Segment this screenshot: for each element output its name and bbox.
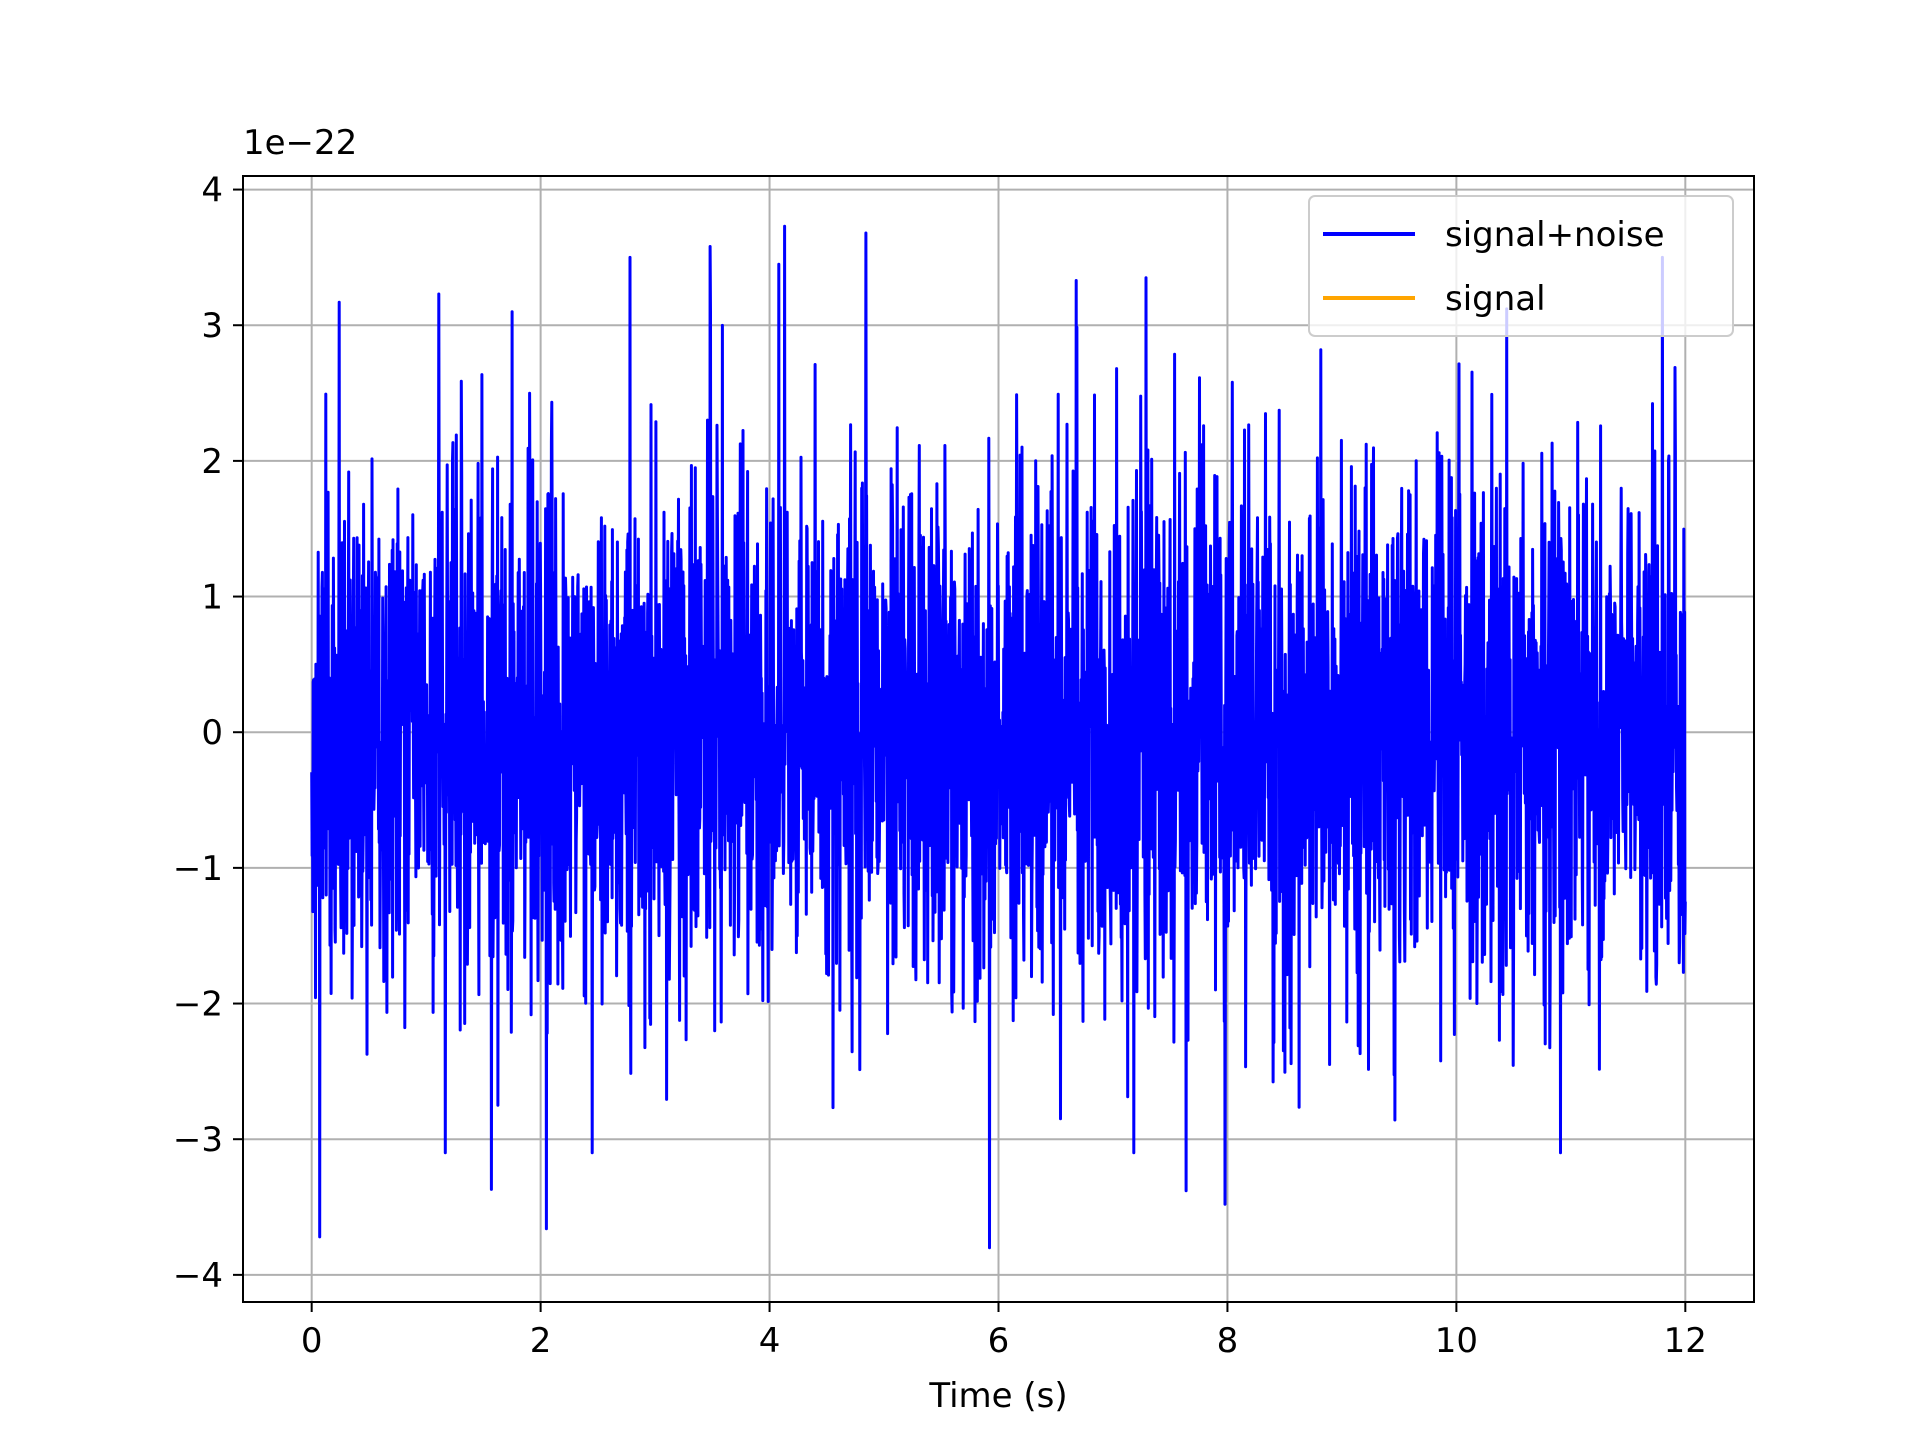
plot-area [310,224,1687,1250]
y-tick-label: 1 [201,578,223,618]
x-tick-label: 6 [988,1321,1010,1361]
legend-label-signal-noise: signal+noise [1445,215,1665,255]
y-tick-label: −2 [173,985,223,1025]
legend-box [1308,195,1734,337]
x-tick-label: 12 [1664,1321,1707,1361]
legend-label-signal: signal [1445,279,1546,319]
y-tick-label: 4 [201,171,223,211]
x-tick-label: 0 [301,1321,323,1361]
x-axis-label: Time (s) [928,1376,1067,1416]
legend: signal+noise signal [1308,195,1734,337]
series-line-signal-noise [310,224,1687,1250]
x-tick-label: 4 [759,1321,781,1361]
y-tick-label: −1 [173,849,223,889]
y-tick-label: −3 [173,1120,223,1160]
x-tick-label: 8 [1217,1321,1239,1361]
x-tick-label: 2 [530,1321,552,1361]
y-offset-label: 1e−22 [243,123,357,163]
x-tick-label: 10 [1435,1321,1478,1361]
y-tick-label: −4 [173,1256,223,1296]
y-tick-label: 0 [201,713,223,753]
y-tick-label: 3 [201,306,223,346]
y-tick-label: 2 [201,442,223,482]
